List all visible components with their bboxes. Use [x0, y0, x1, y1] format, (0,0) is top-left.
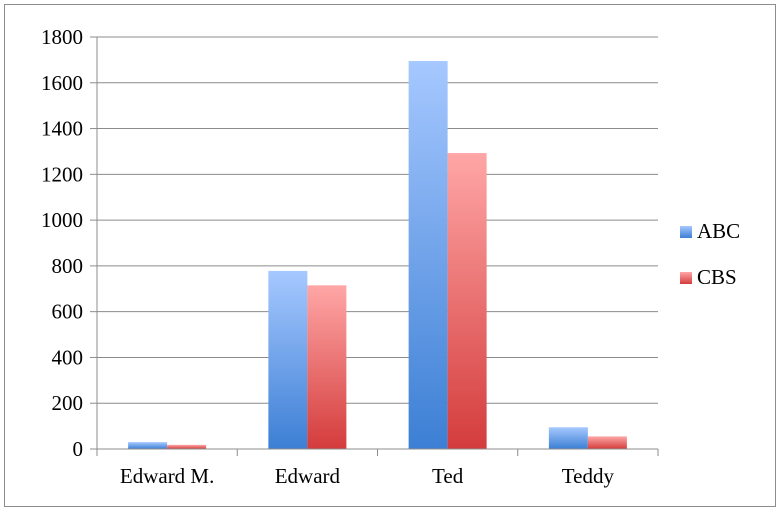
- x-tick-label: Edward: [275, 464, 341, 488]
- bar-abc-ted: [408, 61, 448, 450]
- y-tick-label: 800: [52, 254, 84, 278]
- y-tick-label: 200: [52, 391, 84, 415]
- bar-abc-edward-m: [128, 442, 168, 449]
- bars: [128, 61, 627, 450]
- y-tick-label: 1800: [41, 25, 83, 49]
- axes: [96, 37, 658, 450]
- legend-swatch-abc: [680, 226, 692, 238]
- legend: ABC CBS: [680, 219, 740, 289]
- x-tick-label: Edward M.: [120, 464, 214, 488]
- legend-label-abc: ABC: [697, 219, 740, 243]
- gridlines: [97, 36, 658, 404]
- bar-cbs-teddy: [587, 436, 627, 449]
- bar-cbs-ted: [447, 153, 487, 449]
- bar-cbs-edward: [307, 285, 347, 449]
- y-axis-ticks: 0 200 400 600 800 1000 1200 1400 1600 1800: [41, 25, 97, 461]
- y-tick-label: 0: [73, 437, 84, 461]
- y-tick-label: 1200: [41, 162, 83, 186]
- y-tick-label: 1000: [41, 208, 83, 232]
- y-tick-label: 400: [52, 345, 84, 369]
- bar-abc-edward: [268, 270, 308, 449]
- chart-frame: [4, 4, 776, 507]
- x-tick-label: Ted: [432, 464, 464, 488]
- legend-label-cbs: CBS: [697, 265, 737, 289]
- y-tick-label: 1600: [41, 71, 83, 95]
- x-axis-ticks: Edward M. Edward Ted Teddy: [96, 449, 659, 488]
- legend-swatch-cbs: [680, 272, 692, 284]
- y-tick-label: 600: [52, 300, 84, 324]
- bar-cbs-edward-m: [167, 444, 207, 449]
- bar-abc-teddy: [548, 427, 588, 449]
- y-tick-label: 1400: [41, 117, 83, 141]
- x-tick-label: Teddy: [562, 464, 615, 488]
